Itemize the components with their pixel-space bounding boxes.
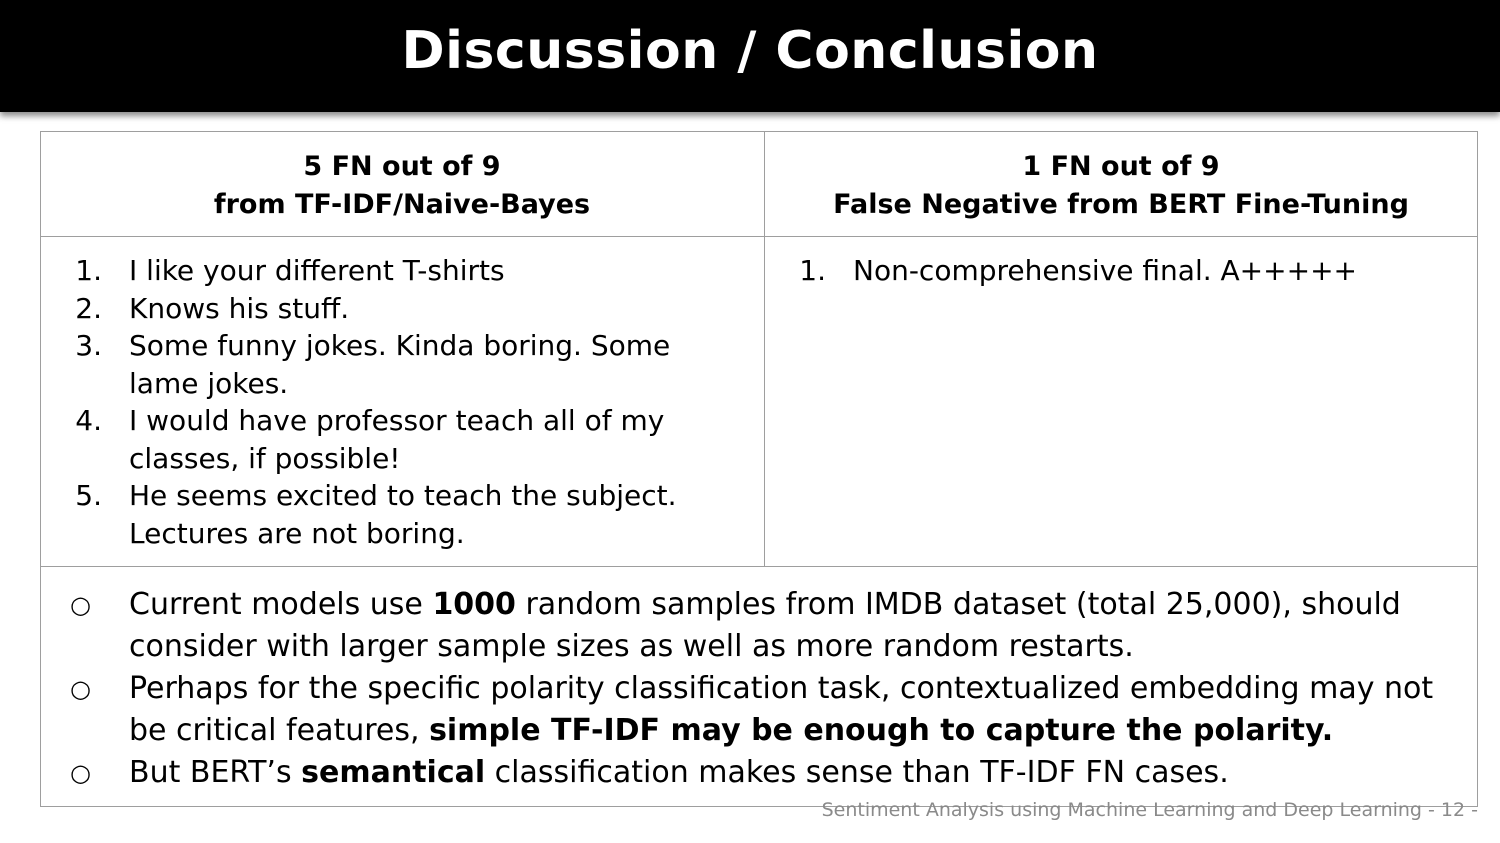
list-item: 4. I would have professor teach all of my… [62, 402, 742, 477]
comparison-table [40, 131, 1478, 807]
right-heading-line2: False Negative from BERT Fine-Tuning [833, 189, 1409, 220]
right-heading-line1: 1 FN out of 9 [1022, 151, 1220, 182]
item-number: 5. [75, 479, 102, 512]
item-number: 1. [75, 254, 102, 287]
item-text: Non-comprehensive final. A+++++ [853, 254, 1357, 287]
item-number: 4. [75, 404, 102, 437]
note-text: random samples from IMDB dataset (total … [129, 587, 1401, 664]
item-text: Knows his stuff. [129, 291, 350, 325]
list-item: 5. He seems excited to teach the subject.… [62, 477, 742, 552]
circle-bullet-icon: ○ [70, 591, 91, 619]
header-divider [40, 236, 1478, 237]
item-number: 3. [75, 329, 102, 362]
left-column-heading: 5 FN out of 9 from TF-IDF/Naive-Bayes [40, 148, 764, 224]
left-heading-line1: 5 FN out of 9 [303, 151, 501, 182]
bert-false-negative-list: 1. Non-comprehensive final. A+++++ [786, 252, 1466, 290]
slide-title: Discussion / Conclusion [401, 21, 1099, 81]
note-text: classification makes sense than TF-IDF F… [485, 755, 1229, 790]
circle-bullet-icon: ○ [70, 759, 91, 787]
note-emphasis: 1000 [432, 587, 516, 622]
item-text: I would have professor teach all of my c… [129, 404, 665, 475]
column-divider [764, 131, 765, 567]
list-item: 1. Non-comprehensive final. A+++++ [786, 252, 1466, 290]
note-emphasis: simple TF-IDF may be enough to capture t… [429, 713, 1334, 748]
item-text: He seems excited to teach the subject. L… [129, 479, 677, 550]
list-item: 2. Knows his stuff. [62, 290, 742, 328]
note-emphasis: semantical [301, 755, 486, 790]
item-number: 2. [75, 291, 102, 325]
note-text: Perhaps for the specific polarity classi… [129, 671, 1434, 748]
note-item: ○ Perhaps for the specific polarity class… [62, 668, 1472, 752]
left-heading-line2: from TF-IDF/Naive-Bayes [213, 189, 591, 220]
note-item: ○ But BERT’s semantical classification ma… [62, 752, 1472, 794]
list-item: 3. Some funny jokes. Kinda boring. Some l… [62, 327, 742, 402]
item-text: I like your different T-shirts [129, 254, 505, 287]
notes-divider [40, 566, 1478, 567]
conclusion-notes: ○ Current models use 1000 random samples … [62, 584, 1472, 794]
note-text: But BERT’s [129, 755, 302, 790]
note-text: Current models use [129, 587, 433, 622]
note-item: ○ Current models use 1000 random samples … [62, 584, 1472, 668]
tfidf-false-negative-list: 1. I like your different T-shirts 2. Knows… [62, 252, 742, 552]
list-item: 1. I like your different T-shirts [62, 252, 742, 290]
slide-footer: Sentiment Analysis using Machine Learnin… [821, 799, 1478, 821]
item-number: 1. [799, 254, 826, 287]
circle-bullet-icon: ○ [70, 675, 91, 703]
right-column-heading: 1 FN out of 9 False Negative from BERT F… [764, 148, 1478, 224]
item-text: Some funny jokes. Kinda boring. Some lam… [129, 329, 671, 400]
title-bar: Discussion / Conclusion [0, 0, 1500, 112]
